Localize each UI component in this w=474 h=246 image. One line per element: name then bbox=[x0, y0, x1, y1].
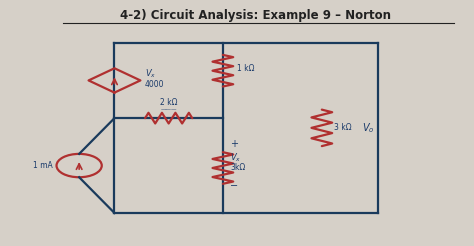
Text: $V_x$: $V_x$ bbox=[145, 68, 156, 80]
Text: $V_o$: $V_o$ bbox=[362, 121, 374, 135]
Text: 1 kΩ: 1 kΩ bbox=[237, 64, 255, 73]
Text: ———: ——— bbox=[160, 107, 177, 112]
Text: $V_x$: $V_x$ bbox=[230, 152, 241, 164]
Text: −: − bbox=[230, 181, 238, 191]
Text: +: + bbox=[230, 139, 238, 149]
Text: 4-2) Circuit Analysis: Example 9 – Norton: 4-2) Circuit Analysis: Example 9 – Norto… bbox=[120, 9, 392, 22]
Text: 2 kΩ: 2 kΩ bbox=[160, 98, 177, 107]
Text: 4000: 4000 bbox=[145, 79, 164, 89]
Text: 3 kΩ: 3 kΩ bbox=[334, 123, 351, 132]
Text: 3kΩ: 3kΩ bbox=[230, 163, 245, 172]
Text: 1 mA: 1 mA bbox=[34, 161, 53, 170]
